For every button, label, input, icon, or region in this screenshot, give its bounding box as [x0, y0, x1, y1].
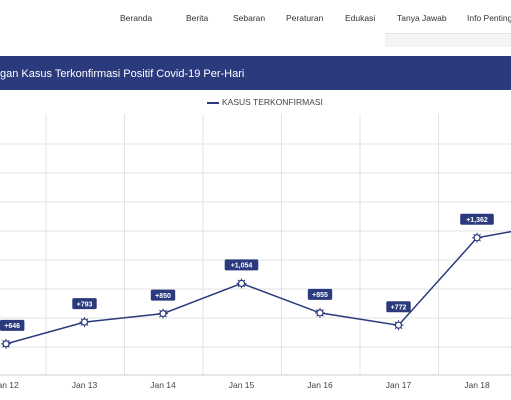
data-point-marker[interactable] [236, 278, 247, 289]
data-label-badge [307, 288, 333, 300]
data-label: +793 [77, 301, 93, 308]
nav-item-beranda[interactable]: Beranda [120, 13, 153, 23]
legend-label: KASUS TERKONFIRMASI [222, 97, 323, 107]
nav-item-peraturan[interactable]: Peraturan [286, 13, 324, 23]
series-line [5, 230, 511, 345]
x-tick-label: Jan 16 [307, 380, 333, 390]
data-label-badge [386, 301, 411, 313]
legend-swatch [207, 102, 219, 104]
data-label: +850 [155, 293, 171, 300]
chart-header-bar: gan Kasus Terkonfirmasi Positif Covid-19… [0, 56, 511, 90]
search-bar[interactable] [385, 33, 511, 47]
x-tick-label: Jan 12 [0, 380, 19, 390]
data-label-badge [150, 289, 176, 301]
data-label-badge [460, 213, 494, 225]
nav-item-info-penting[interactable]: Info Penting [467, 13, 511, 23]
data-point-marker[interactable] [393, 320, 404, 331]
data-point-marker[interactable] [315, 307, 325, 318]
nav-item-sebaran[interactable]: Sebaran [233, 13, 266, 23]
data-label: +855 [312, 292, 328, 299]
nav-item-berita[interactable]: Berita [186, 13, 209, 23]
data-point-marker[interactable] [1, 338, 11, 349]
data-point-marker[interactable] [79, 317, 90, 328]
x-tick-label: Jan 14 [150, 380, 176, 390]
data-point-marker[interactable] [158, 308, 168, 319]
data-label-badge [224, 259, 259, 271]
data-label-badge [0, 319, 25, 331]
data-point-marker[interactable] [472, 232, 482, 243]
chart-title: gan Kasus Terkonfirmasi Positif Covid-19… [0, 68, 245, 80]
nav-item-tanya-jawab[interactable]: Tanya Jawab [397, 13, 447, 23]
nav-item-edukasi[interactable]: Edukasi [345, 13, 376, 23]
data-label: +772 [391, 304, 407, 311]
data-label: +1,054 [231, 263, 253, 270]
top-navigation: Beranda Berita Sebaran Peraturan Edukasi… [0, 0, 511, 48]
x-tick-label: Jan 13 [72, 380, 98, 390]
x-tick-label: Jan 17 [386, 380, 412, 390]
data-label: +1,362 [466, 217, 488, 224]
data-label-badge [72, 298, 97, 310]
x-tick-label: Jan 18 [464, 380, 490, 390]
data-label: +646 [4, 323, 20, 330]
x-tick-label: Jan 15 [229, 380, 255, 390]
